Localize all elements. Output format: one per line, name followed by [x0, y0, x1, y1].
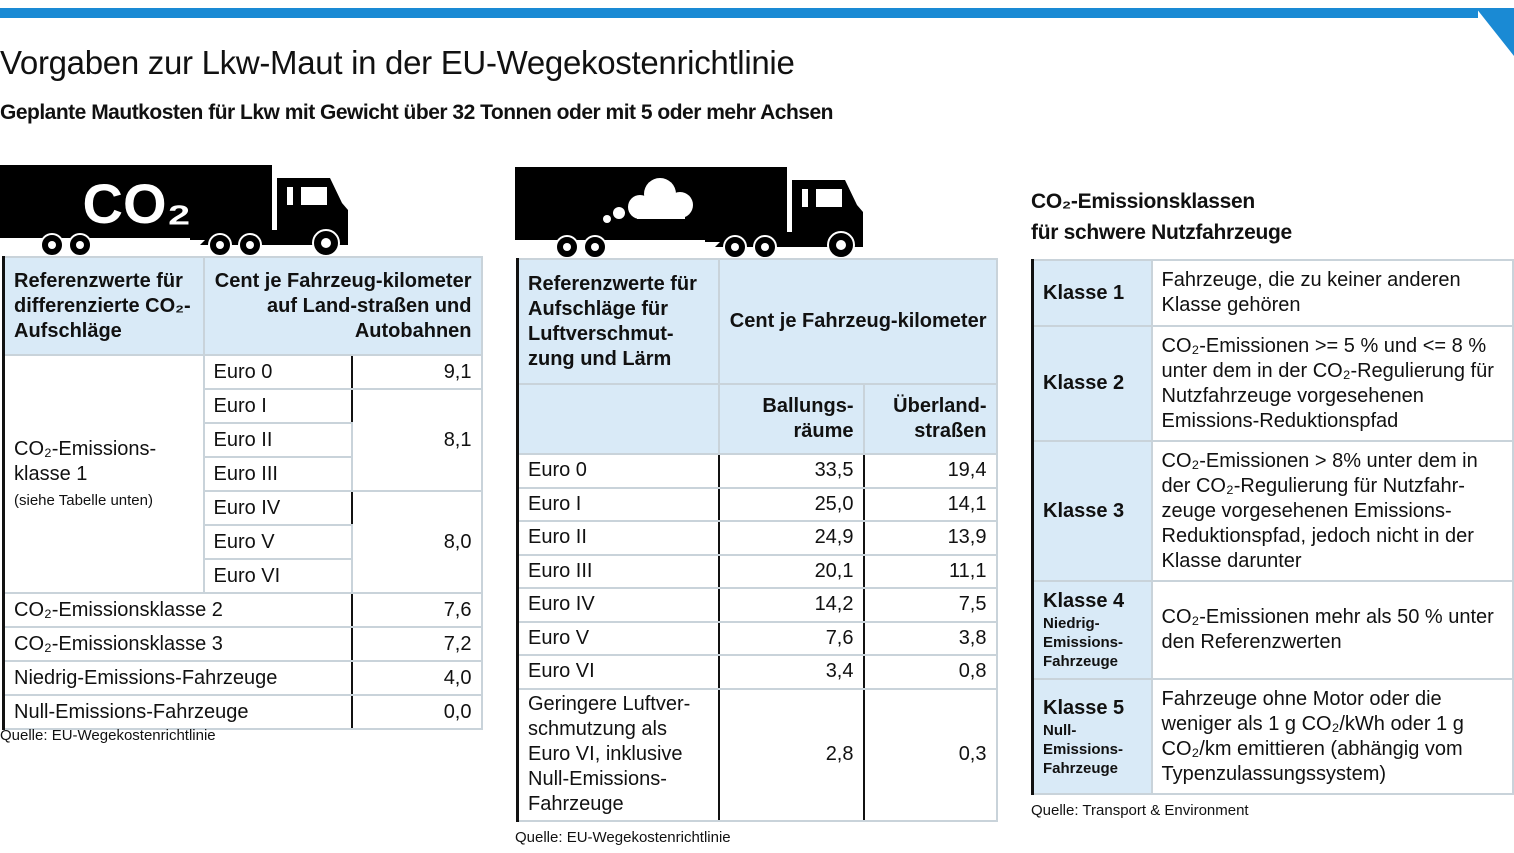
table-row: Euro I 25,0 14,1 — [516, 486, 998, 522]
klasse-description: Fahrzeuge ohne Motor oder die weniger al… — [1150, 678, 1514, 795]
klasse-label: Klasse 4 — [1043, 590, 1125, 612]
row-label: Euro IV — [516, 587, 720, 623]
row-label: Euro V — [516, 620, 720, 656]
value-ballungsraeume: 2,8 — [717, 687, 865, 822]
row-label: Euro 0 — [516, 453, 720, 489]
emission-classes-table: Klasse 1 Fahrzeuge, die zu keiner anderen… — [1031, 259, 1514, 795]
euro-class: Euro I — [202, 388, 353, 424]
value: 8,0 — [350, 490, 483, 594]
corner-accent — [1476, 8, 1514, 56]
value-ballungsraeume: 20,1 — [717, 553, 865, 589]
klasse-description: Fahrzeuge, die zu keiner anderen Klasse … — [1150, 259, 1514, 327]
header-reference: Referenzwerte für Aufschläge für Luftver… — [516, 258, 720, 385]
klasse-label: Klasse 5 — [1043, 696, 1125, 719]
table-row: Klasse 4 Niedrig-Emissions-Fahrzeuge CO₂-E… — [1031, 580, 1514, 680]
value-ballungsraeume: 3,4 — [717, 654, 865, 690]
table-row: CO₂-Emissionsklasse 2 7,6 — [2, 592, 483, 628]
header-cent: Cent je Fahrzeug-kilometer auf Land-stra… — [202, 256, 483, 356]
header-cent: Cent je Fahrzeug-kilometer — [717, 258, 998, 385]
klasse-label: Klasse 2 — [1043, 372, 1125, 394]
header-ballungsraeume: Ballungs-räume — [717, 383, 865, 455]
klasse-description: CO₂-Emissionen mehr als 50 % unter den R… — [1150, 580, 1514, 680]
page-title: Vorgaben zur Lkw-Maut in der EU-Wegekost… — [0, 44, 795, 81]
table-row: Niedrig-Emissions-Fahrzeuge 4,0 — [2, 660, 483, 696]
source-note: Quelle: Transport & Environment — [1031, 802, 1249, 819]
klasse-cell: Klasse 5 Null-Emissions-Fahrzeuge — [1031, 678, 1153, 795]
row-label: Euro I — [516, 486, 720, 522]
co2-truck-icon: CO₂ — [0, 165, 348, 257]
source-note: Quelle: EU-Wegekostenrichtlinie — [515, 829, 731, 846]
value-ballungsraeume: 7,6 — [717, 620, 865, 656]
value-ueberland: 13,9 — [862, 520, 998, 556]
table-row: Klasse 2 CO₂-Emissionen >= 5 % und <= 8 %… — [1031, 325, 1514, 442]
table-row: Euro II 24,9 13,9 — [516, 520, 998, 556]
table-row: Null-Emissions-Fahrzeuge 0,0 — [2, 694, 483, 730]
value-ueberland: 19,4 — [862, 453, 998, 489]
truck-co2-label: CO₂ — [83, 172, 192, 235]
row-label: Euro II — [516, 520, 720, 556]
euro-class: Euro IV — [202, 490, 353, 526]
table-row: Klasse 5 Null-Emissions-Fahrzeuge Fahrzeug… — [1031, 678, 1514, 795]
euro-class: Euro VI — [202, 558, 353, 594]
table-row: Euro III 20,1 11,1 — [516, 553, 998, 589]
value: 9,1 — [350, 354, 483, 390]
pollution-truck-icon — [515, 167, 863, 259]
euro-class: Euro III — [202, 456, 353, 492]
table-row: Euro 0 33,5 19,4 — [516, 453, 998, 489]
value-ballungsraeume: 33,5 — [717, 453, 865, 489]
source-note: Quelle: EU-Wegekostenrichtlinie — [0, 727, 216, 744]
group-note: (siehe Tabelle unten) — [14, 491, 153, 509]
euro-class: Euro V — [202, 524, 353, 560]
klasse-cell: Klasse 1 — [1031, 259, 1153, 327]
table-row: Klasse 1 Fahrzeuge, die zu keiner anderen… — [1031, 259, 1514, 327]
row-label: Geringere Luftver-schmutzung als Euro VI… — [516, 687, 720, 822]
table-row: Klasse 3 CO₂-Emissionen > 8% unter dem in… — [1031, 440, 1514, 582]
table-row: Euro V 7,6 3,8 — [516, 620, 998, 656]
header-ueberlandstrassen: Überland-straßen — [862, 383, 998, 455]
group-label: CO₂-Emissions-klasse 1 — [14, 437, 157, 485]
value-ueberland: 14,1 — [862, 486, 998, 522]
value-ueberland: 7,5 — [862, 587, 998, 623]
value-ueberland: 11,1 — [862, 553, 998, 589]
air-noise-surcharge-table: Referenzwerte für Aufschläge für Luftver… — [516, 258, 998, 822]
klasse-cell: Klasse 3 — [1031, 440, 1153, 582]
klasse-cell: Klasse 4 Niedrig-Emissions-Fahrzeuge — [1031, 580, 1153, 680]
value-ueberland: 0,3 — [862, 687, 998, 822]
value-ueberland: 3,8 — [862, 620, 998, 656]
value-ueberland: 0,8 — [862, 654, 998, 690]
klasse-description: CO₂-Emissionen >= 5 % und <= 8 % unter d… — [1150, 325, 1514, 442]
klasse-sub: Null-Emissions-Fahrzeuge — [1043, 721, 1124, 777]
value-ballungsraeume: 14,2 — [717, 587, 865, 623]
klasse-sub: Niedrig-Emissions-Fahrzeuge — [1043, 615, 1124, 670]
klasse-label: Klasse 3 — [1043, 499, 1125, 522]
klasse-description: CO₂-Emissionen > 8% unter dem in der CO₂… — [1150, 440, 1514, 582]
value-ballungsraeume: 25,0 — [717, 486, 865, 522]
top-accent-bar — [0, 8, 1478, 18]
row-label: Euro VI — [516, 654, 720, 690]
klasse-label: Klasse 1 — [1043, 281, 1125, 304]
row-label: Euro III — [516, 553, 720, 589]
table-row: Geringere Luftver-schmutzung als Euro VI… — [516, 687, 998, 822]
page-subtitle: Geplante Mautkosten für Lkw mit Gewicht … — [0, 101, 833, 124]
euro-class: Euro 0 — [202, 354, 353, 390]
table-row: Euro VI 3,4 0,8 — [516, 654, 998, 690]
klasse-cell: Klasse 2 — [1031, 325, 1153, 442]
euro-class: Euro II — [202, 422, 353, 458]
value: 8,1 — [350, 388, 483, 492]
co2-surcharge-table: Referenzwerte für differenzierte CO₂-Auf… — [2, 256, 483, 730]
table-row: Euro IV 14,2 7,5 — [516, 587, 998, 623]
value-ballungsraeume: 24,9 — [717, 520, 865, 556]
emission-classes-heading: CO₂-Emissionsklassen für schwere Nutzfahr… — [1031, 190, 1292, 244]
header-reference: Referenzwerte für differenzierte CO₂-Auf… — [2, 256, 205, 356]
exhaust-cloud-icon — [603, 178, 693, 223]
table-row: CO₂-Emissionsklasse 3 7,2 — [2, 626, 483, 662]
